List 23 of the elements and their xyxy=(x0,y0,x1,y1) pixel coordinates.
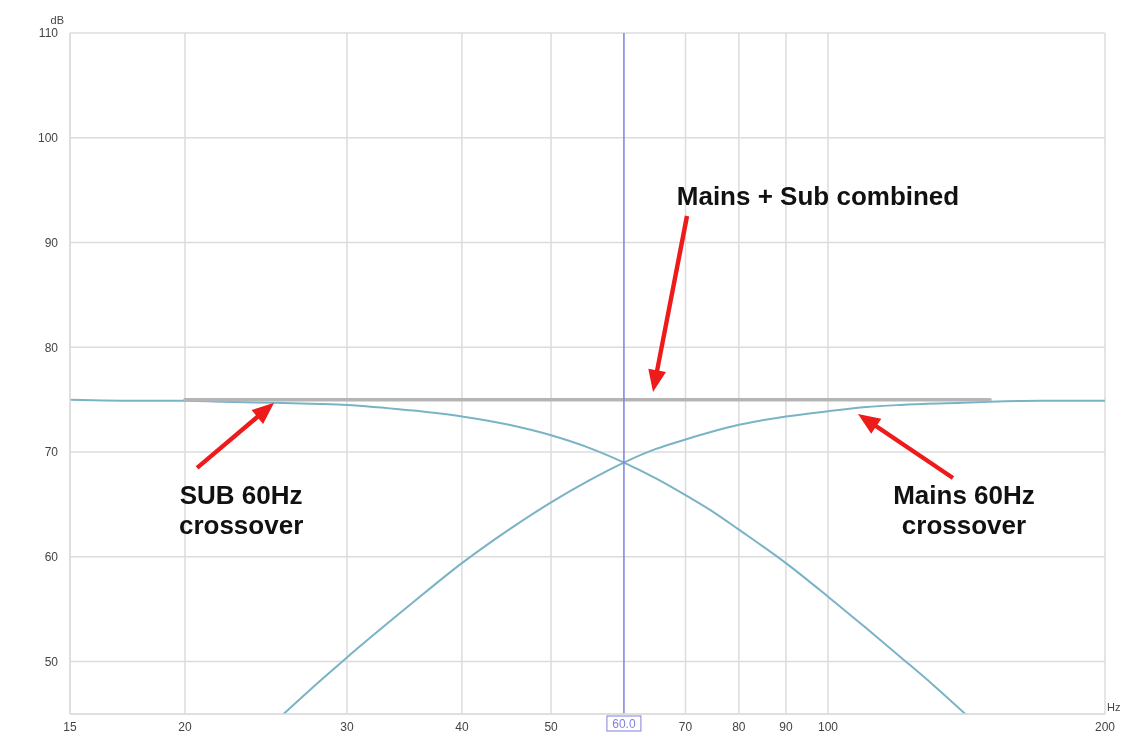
x-tick-label: 40 xyxy=(455,719,469,734)
annotation: Mains 60Hz crossover xyxy=(893,480,1035,540)
x-axis-title: Hz xyxy=(1107,701,1121,713)
x-tick-label: 70 xyxy=(678,719,693,734)
x-tick-label: 30 xyxy=(340,719,354,734)
x-tick-label: 100 xyxy=(818,719,839,734)
x-tick-label: 20 xyxy=(178,719,192,734)
x-tick-label: 15 xyxy=(63,719,77,734)
x-tick-label: 90 xyxy=(779,719,793,734)
y-tick-label: 70 xyxy=(44,445,59,460)
ref-line-label: 60.0 xyxy=(612,717,636,731)
y-tick-label: 80 xyxy=(44,340,59,355)
y-tick-label: 100 xyxy=(37,131,59,146)
x-tick-label: 80 xyxy=(732,719,746,734)
y-tick-label: 50 xyxy=(44,654,59,669)
x-tick-label: 200 xyxy=(1094,719,1116,734)
y-axis-title: dB xyxy=(50,14,64,26)
annotation: Mains + Sub combined xyxy=(676,181,960,211)
y-tick-label: 60 xyxy=(44,550,59,565)
y-tick-label: 110 xyxy=(38,26,59,41)
x-tick-label: 50 xyxy=(544,719,559,734)
y-tick-label: 90 xyxy=(44,235,59,250)
annotation: SUB 60Hz crossover xyxy=(178,479,304,540)
